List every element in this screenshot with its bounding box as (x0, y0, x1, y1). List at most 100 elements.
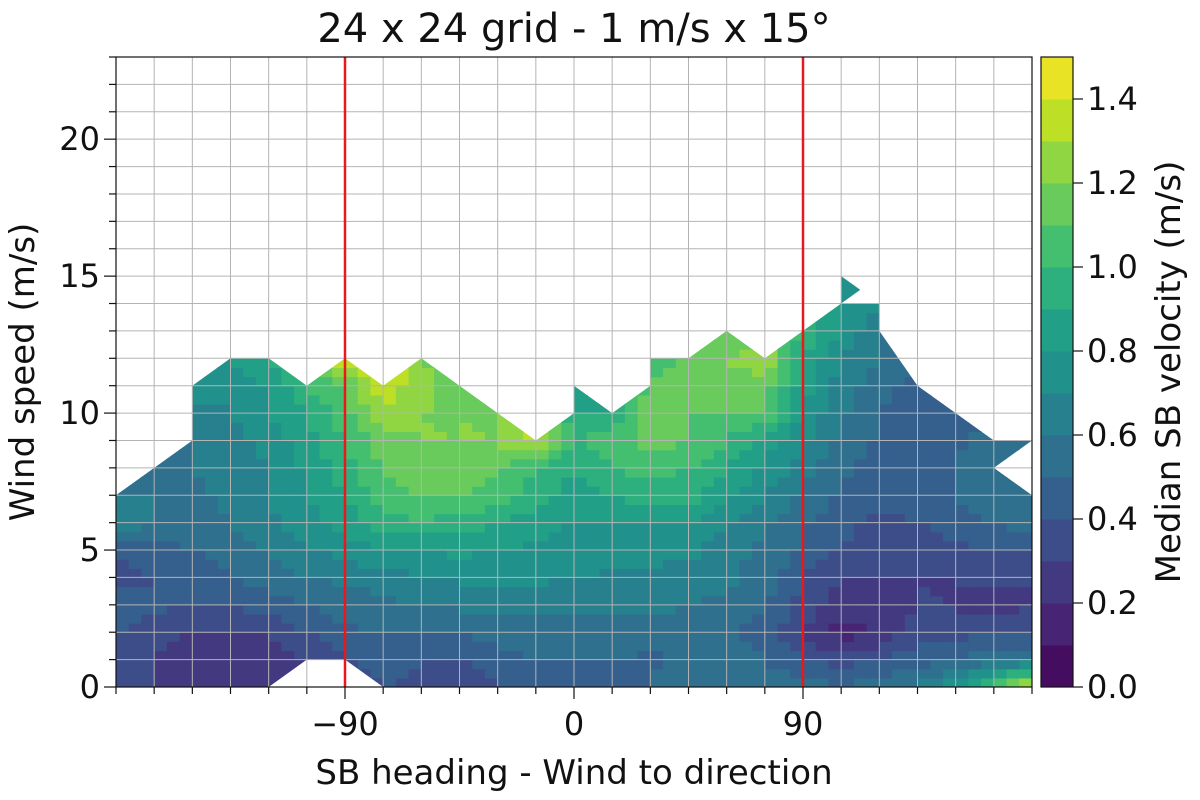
heatmap-cell (446, 595, 461, 606)
heatmap-cell (688, 577, 702, 588)
heatmap-cell (764, 531, 779, 542)
heatmap-cell (637, 422, 651, 432)
heatmap-cell (675, 376, 690, 387)
heatmap-cell (955, 385, 969, 396)
heatmap-cell (128, 449, 143, 460)
heatmap-cell (434, 440, 448, 451)
heatmap-cell (930, 413, 944, 423)
heatmap-cell (942, 522, 957, 533)
heatmap-cell (675, 677, 690, 687)
heatmap-cell (853, 367, 868, 378)
heatmap-cell (663, 349, 677, 359)
heatmap-cell (841, 513, 855, 524)
heatmap-cell (535, 358, 550, 369)
heatmap-cell (739, 413, 753, 423)
heatmap-cell (892, 349, 906, 359)
heatmap-cell (395, 422, 410, 432)
heatmap-cell (497, 403, 511, 414)
heatmap-cell (472, 613, 486, 624)
heatmap-cell (243, 495, 257, 505)
heatmap-cell (192, 495, 206, 505)
heatmap-cell (484, 595, 499, 606)
heatmap-cell (726, 413, 740, 423)
heatmap-cell (383, 568, 397, 579)
heatmap-cell (586, 623, 601, 633)
heatmap-cell (510, 413, 524, 423)
heatmap-cell (663, 449, 677, 460)
heatmap-cell (306, 367, 321, 378)
heatmap-cell (408, 349, 422, 359)
heatmap-cell (841, 303, 855, 314)
heatmap-cell (166, 540, 181, 551)
heatmap-cell (624, 632, 639, 642)
heatmap-cell (166, 513, 181, 524)
heatmap-cell (764, 312, 779, 323)
heatmap-cell (128, 595, 143, 606)
heatmap-cell (154, 495, 168, 505)
heatmap-cell (574, 431, 588, 442)
heatmap-cell (141, 668, 155, 679)
heatmap-cell (370, 486, 384, 496)
heatmap-cell (701, 613, 715, 624)
heatmap-cell (535, 477, 550, 487)
heatmap-cell (930, 641, 944, 652)
heatmap-cell (217, 403, 232, 414)
heatmap-cell (484, 495, 499, 505)
heatmap-cell (574, 467, 588, 478)
heatmap-cell (815, 449, 830, 460)
heatmap-cell (306, 349, 321, 359)
heatmap-cell (815, 358, 830, 369)
heatmap-cell (268, 413, 282, 423)
heatmap-cell (255, 604, 270, 615)
heatmap-cell (192, 477, 206, 487)
heatmap-cell (421, 431, 435, 442)
heatmap-cell (624, 486, 639, 496)
heatmap-cell (281, 604, 295, 615)
heatmap-cell (904, 467, 919, 478)
heatmap-cell (803, 449, 817, 460)
heatmap-cell (523, 403, 537, 414)
heatmap-cell (281, 340, 295, 350)
heatmap-cell (777, 613, 791, 624)
heatmap-cell (230, 495, 244, 505)
heatmap-cell (548, 540, 562, 551)
heatmap-cell (803, 340, 817, 350)
heatmap-cell (179, 458, 193, 469)
heatmap-cell (230, 595, 244, 606)
heatmap-cell (459, 358, 473, 369)
heatmap-cell (421, 467, 435, 478)
heatmap-cell (268, 358, 282, 369)
heatmap-cell (879, 385, 893, 396)
heatmap-cell (815, 632, 830, 642)
heatmap-cell (803, 422, 817, 432)
heatmap-cell (739, 650, 753, 661)
heatmap-cell (612, 650, 626, 661)
heatmap-cell (701, 650, 715, 661)
heatmap-cell (497, 540, 511, 551)
heatmap-cell (548, 376, 562, 387)
heatmap-cell (701, 486, 715, 496)
heatmap-cell (1019, 422, 1032, 432)
heatmap-cell (1006, 632, 1020, 642)
heatmap-cell (217, 668, 232, 679)
heatmap-cell (930, 632, 944, 642)
heatmap-cell (675, 458, 690, 469)
heatmap-cell (777, 650, 791, 661)
heatmap-cell (752, 349, 766, 359)
heatmap-cell (268, 477, 282, 487)
heatmap-cell (306, 632, 321, 642)
heatmap-cell (879, 449, 893, 460)
heatmap-cell (841, 358, 855, 369)
heatmap-cell (179, 568, 193, 579)
heatmap-cell (713, 632, 728, 642)
heatmap-cell (637, 668, 651, 679)
heatmap-cell (281, 449, 295, 460)
heatmap-cell (612, 531, 626, 542)
heatmap-cell (892, 330, 906, 341)
heatmap-cell (612, 340, 626, 350)
heatmap-cell (650, 403, 664, 414)
heatmap-cell (586, 540, 601, 551)
heatmap-cell (612, 330, 626, 341)
heatmap-cell (993, 440, 1008, 451)
heatmap-cell (294, 604, 308, 615)
